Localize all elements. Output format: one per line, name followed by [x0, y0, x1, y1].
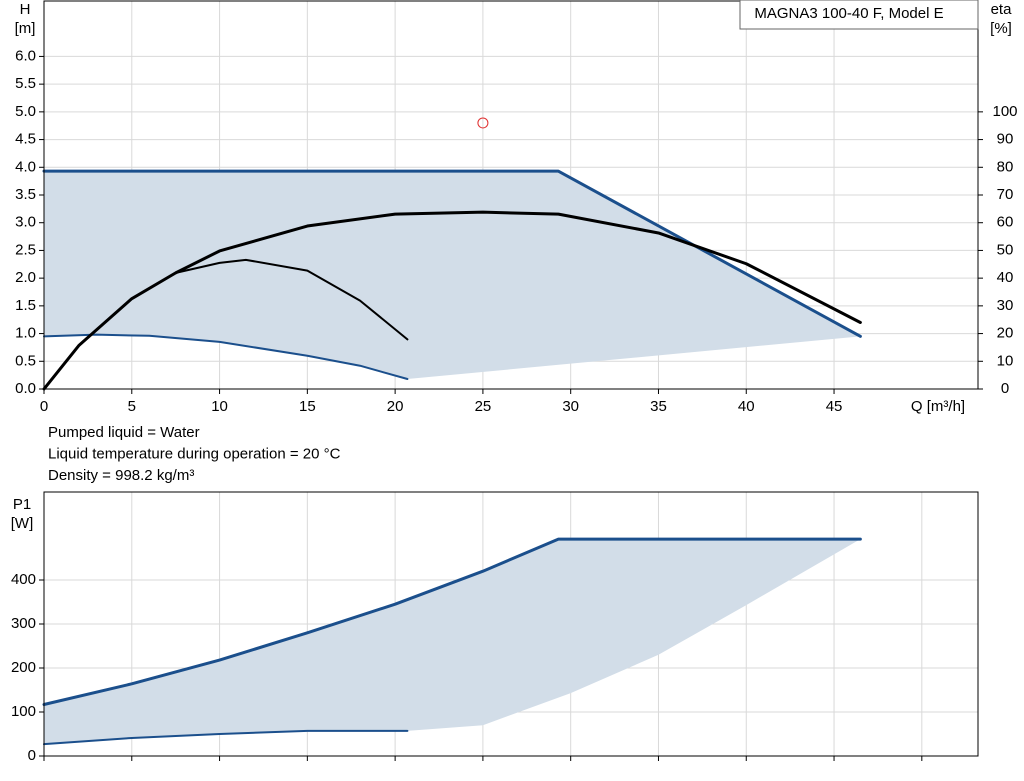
- y2-tick-label: 50: [997, 241, 1014, 258]
- x-tick-label: 40: [738, 398, 755, 415]
- y-tick-label: 4.0: [15, 158, 36, 175]
- y2-axis-label: [%]: [990, 20, 1012, 37]
- y2-tick-label: 30: [997, 297, 1014, 314]
- y2-tick-label: 70: [997, 186, 1014, 203]
- y2-tick-label: 20: [997, 325, 1014, 342]
- curve: [43, 333, 409, 381]
- y-tick-label: 1.5: [15, 297, 36, 314]
- y-tick-label: 5.5: [15, 75, 36, 92]
- operating-area: [44, 539, 861, 745]
- x-tick-label: 0: [40, 398, 48, 415]
- y-tick-label: 5.0: [15, 103, 36, 120]
- y-tick-label: 1.0: [15, 325, 36, 342]
- y-tick-label: 3.0: [15, 214, 36, 231]
- y-tick-label: 2.5: [15, 241, 36, 258]
- note: Liquid temperature during operation = 20…: [48, 445, 341, 462]
- y-tick-label: 300: [11, 615, 36, 632]
- x-tick-label: 20: [387, 398, 404, 415]
- y2-tick-label: 60: [997, 214, 1014, 231]
- operating-area: [44, 171, 861, 380]
- x-tick-label: 15: [299, 398, 316, 415]
- y-tick-label: 2.0: [15, 269, 36, 286]
- plot-border: [43, 0, 979, 390]
- y-tick-label: 400: [11, 571, 36, 588]
- curve: [43, 729, 409, 746]
- x-tick-label: 25: [475, 398, 492, 415]
- y-axis-label: H: [20, 1, 31, 18]
- y2-axis-label: eta: [991, 1, 1013, 18]
- y-axis-label: [m]: [15, 20, 36, 37]
- note: Pumped liquid = Water: [48, 424, 200, 441]
- y2-tick-label: 10: [997, 352, 1014, 369]
- y-tick-label: 100: [11, 703, 36, 720]
- legend-box: [739, 0, 979, 30]
- x-tick-label: 10: [211, 398, 228, 415]
- y-tick-label: 4.5: [15, 131, 36, 148]
- y-tick-label: 0.5: [15, 352, 36, 369]
- plot-border: [43, 491, 979, 757]
- y-tick-label: 0.0: [15, 380, 36, 397]
- curve: [42, 169, 862, 338]
- y-axis-label: P1: [13, 496, 31, 513]
- x-tick-label: 45: [826, 398, 843, 415]
- y2-tick-label: 90: [997, 131, 1014, 148]
- curve: [174, 258, 409, 341]
- x-tick-label: 5: [128, 398, 136, 415]
- y2-tick-label: 40: [997, 269, 1014, 286]
- y2-tick-label: 80: [997, 158, 1014, 175]
- x-tick-label: 35: [650, 398, 667, 415]
- y-axis-label: [W]: [11, 515, 34, 532]
- duty-point: [477, 117, 489, 129]
- y-tick-label: 0: [28, 747, 36, 764]
- y2-tick-label: 0: [1001, 380, 1009, 397]
- x-tick-label: 30: [562, 398, 579, 415]
- chart-title: MAGNA3 100-40 F, Model E: [754, 5, 943, 22]
- curve: [42, 210, 862, 391]
- y-tick-label: 6.0: [15, 47, 36, 64]
- note: Density = 998.2 kg/m³: [48, 467, 194, 484]
- x-axis-label: Q [m³/h]: [911, 398, 965, 415]
- y-tick-label: 3.5: [15, 186, 36, 203]
- curve: [42, 537, 862, 707]
- y-tick-label: 200: [11, 659, 36, 676]
- y2-tick-label: 100: [992, 103, 1017, 120]
